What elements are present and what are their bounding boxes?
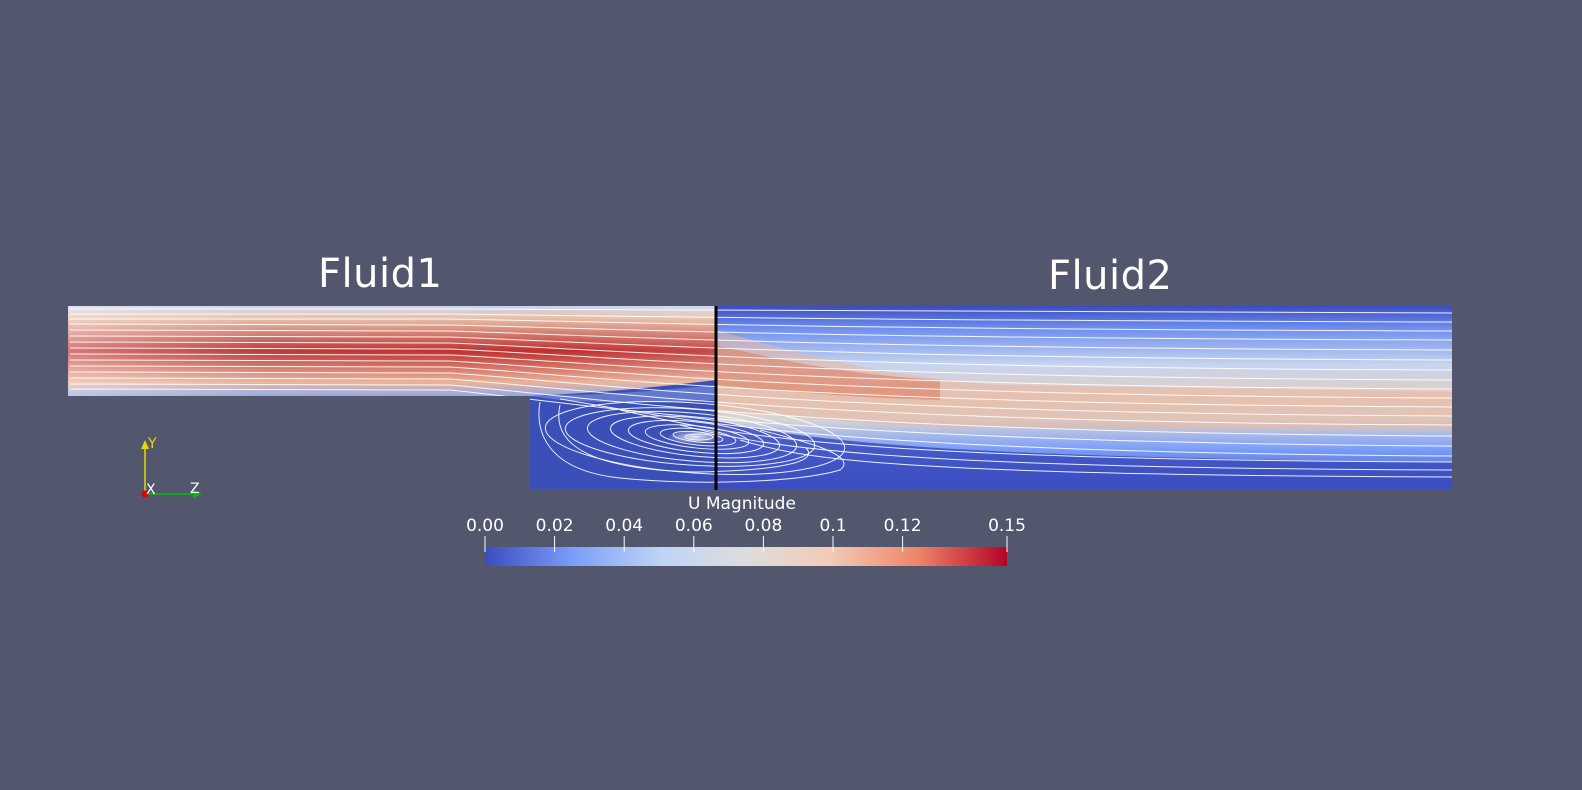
fluid2-label: Fluid2 xyxy=(1048,253,1173,299)
colorbar xyxy=(484,536,1008,566)
axis-y-label: Y xyxy=(148,436,157,452)
colorbar-tick-label: 0.08 xyxy=(744,516,783,536)
orientation-axes xyxy=(141,440,202,498)
colorbar-tick-label: 0.02 xyxy=(535,516,574,536)
colorbar-tick-label: 0.00 xyxy=(466,516,504,536)
axis-z-label: Z xyxy=(190,481,200,497)
colorbar-tick-label: 0.06 xyxy=(674,516,713,536)
colorbar-tick-label: 0.1 xyxy=(819,516,847,536)
axis-x-label: X xyxy=(146,482,156,498)
fluid1-label: Fluid1 xyxy=(318,251,443,297)
colorbar-tick-label: 0.04 xyxy=(605,516,644,536)
colorbar-title: U Magnitude xyxy=(688,494,796,514)
colorbar-tick-label: 0.12 xyxy=(883,516,922,536)
fluid1-region xyxy=(68,306,716,489)
colorbar-tick-label: 0.15 xyxy=(988,516,1026,536)
